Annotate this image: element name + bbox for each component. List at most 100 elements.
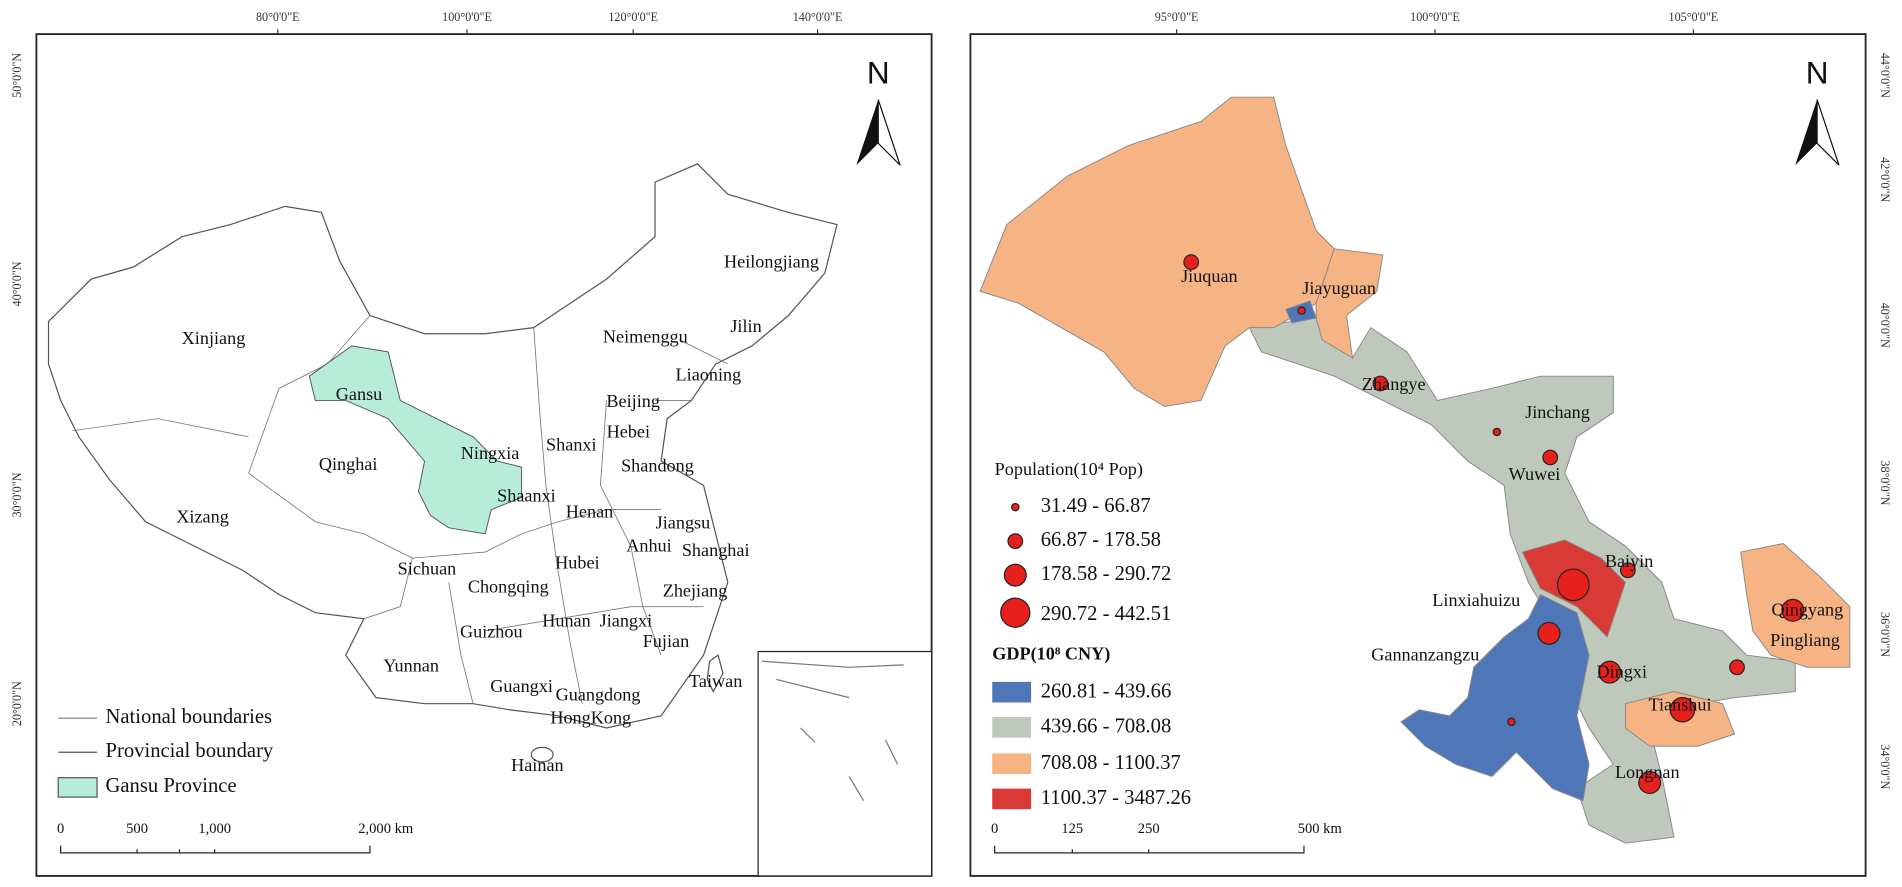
graticule-label: 50°0'0"N (10, 53, 24, 98)
gdp-legend-title: GDP(10⁸ CNY) (992, 643, 1110, 664)
scale-label: 125 (1061, 821, 1083, 837)
region-label: Fujian (643, 631, 689, 651)
hainan-island (530, 746, 554, 763)
legend-label: National boundaries (106, 706, 273, 728)
region-label: Shanghai (682, 540, 750, 560)
graticule-label: 30°0'0"N (10, 472, 24, 517)
north-arrow-right-half (1816, 99, 1840, 166)
legend-label: 290.72 - 442.51 (1041, 603, 1172, 625)
legend-swatch (992, 717, 1032, 738)
city-label: Qingyang (1772, 600, 1844, 620)
region-label: Shandong (621, 455, 694, 475)
graticule-label: 36°0'0"N (1878, 612, 1892, 657)
legend-circle (1000, 597, 1031, 628)
gansu-highlight (308, 345, 523, 535)
region-label: Xinjiang (182, 328, 246, 348)
inset-coast (761, 660, 904, 802)
region-label: Gansu (336, 384, 382, 404)
region-label: Qinghai (319, 454, 378, 474)
city-label: Zhangye (1362, 374, 1426, 394)
scale-label: 0 (57, 821, 64, 837)
north-label: N (1806, 55, 1829, 91)
population-legend-title: Population(10⁴ Pop) (995, 459, 1143, 480)
population-circles (1183, 254, 1805, 795)
provincial-boundaries (72, 315, 728, 704)
graticule-label: 80°0'0"E (256, 10, 300, 24)
graticule-label: 20°0'0"N (10, 681, 24, 726)
region-label: Sichuan (398, 558, 457, 578)
graticule-label: 105°0'0"E (1669, 10, 1719, 24)
region-label: Guangxi (490, 676, 553, 696)
graticule-label: 40°0'0"N (1878, 303, 1892, 348)
city-label: Pingliang (1770, 630, 1840, 650)
graticule-label: 40°0'0"N (10, 261, 24, 306)
legend-label: 1100.37 - 3487.26 (1041, 787, 1191, 809)
scale-label: 0 (991, 821, 998, 837)
north-label: N (867, 55, 890, 91)
graticule-label: 38°0'0"N (1878, 460, 1892, 505)
legend-label: Gansu Province (106, 775, 237, 797)
region-label: Xizang (176, 506, 229, 526)
legend-circle (1007, 533, 1024, 550)
population-circle (1598, 660, 1622, 684)
legend-label: 31.49 - 66.87 (1041, 495, 1151, 517)
region-label: Ningxia (461, 443, 520, 463)
legend-label: Provincial boundary (106, 740, 274, 762)
region-label: Guangdong (556, 685, 641, 705)
region-label: Chongqing (468, 577, 549, 597)
population-circle (1781, 598, 1805, 622)
city-label: Baiyin (1605, 551, 1654, 571)
population-circle (1619, 562, 1636, 579)
legend-label: 708.08 - 1100.37 (1041, 752, 1181, 774)
population-circle (1372, 375, 1389, 392)
scale-label: 500 (126, 821, 148, 837)
region-label: Jiangsu (656, 512, 711, 532)
legend-label: 439.66 - 708.08 (1041, 716, 1172, 738)
graticule-label: 120°0'0"E (608, 10, 658, 24)
population-circle (1556, 568, 1590, 602)
scale-label: 500 km (1298, 821, 1343, 837)
city-label: Tianshui (1649, 694, 1712, 714)
region-label: Hainan (511, 755, 564, 775)
city-label: Longnan (1615, 762, 1680, 782)
city-label: Jinchang (1525, 402, 1590, 422)
scale-label: 2,000 km (358, 821, 414, 837)
legend-circle (1011, 502, 1020, 512)
south-china-sea-inset (757, 650, 933, 877)
gansu-cities (979, 96, 1851, 844)
city-label: Linxiahuizu (1432, 590, 1520, 610)
city-area (1315, 248, 1384, 359)
left-scale-bar (60, 845, 371, 854)
north-arrow-right-half (877, 99, 901, 166)
region-label: Zhejiang (663, 580, 728, 600)
graticule-label: 95°0'0"E (1155, 10, 1199, 24)
region-label: Taiwan (689, 671, 742, 691)
population-circle (1492, 427, 1502, 437)
population-circle (1729, 659, 1745, 676)
region-label: Hebei (607, 421, 650, 441)
region-label: Neimenggu (603, 327, 688, 347)
legend-label: 66.87 - 178.58 (1041, 529, 1161, 551)
population-circle (1297, 306, 1306, 315)
region-label: Jiangxi (600, 611, 653, 631)
scale-label: 1,000 (198, 821, 231, 837)
graticule-label: 100°0'0"E (442, 10, 492, 24)
population-legend-symbols (1000, 502, 1031, 628)
legend-swatch (992, 788, 1032, 810)
population-circle (1537, 621, 1561, 645)
region-label: Beijing (606, 391, 660, 411)
taiwan (706, 654, 724, 693)
region-label: Yunnan (383, 655, 439, 675)
region-label: Liaoning (676, 364, 742, 384)
legend-label: 260.81 - 439.66 (1041, 681, 1172, 703)
graticule-label: 44°0'0"N (1878, 53, 1892, 98)
region-label: Shaanxi (497, 486, 556, 506)
region-label: Henan (566, 501, 613, 521)
graticule-label: 100°0'0"E (1410, 10, 1460, 24)
region-label: Hunan (542, 611, 591, 631)
population-circle (1183, 254, 1200, 271)
region-label: Anhui (626, 535, 671, 555)
city-label: Dingxi (1597, 662, 1648, 682)
